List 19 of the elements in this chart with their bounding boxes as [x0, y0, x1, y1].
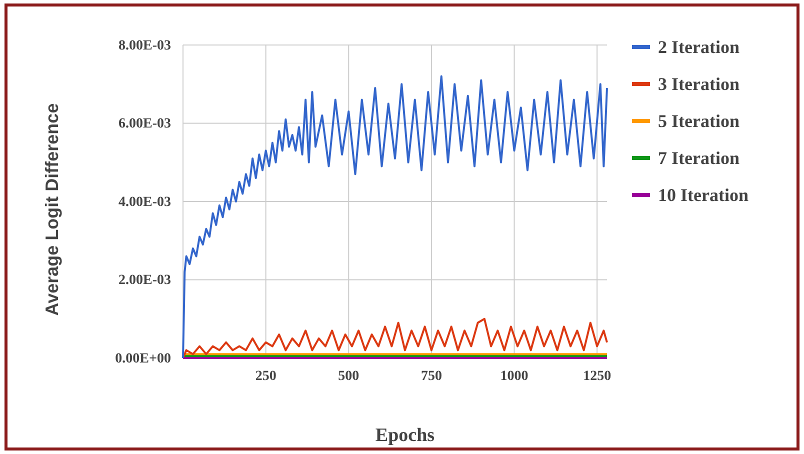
line-series [182, 75, 608, 359]
x-tick-label: 1250 [583, 368, 612, 384]
y-tick-label: 4.00E-03 [118, 194, 171, 210]
y-tick-label: 6.00E-03 [118, 116, 171, 132]
legend-label: 2 Iteration [658, 37, 740, 57]
x-tick-label: 500 [338, 368, 360, 384]
y-axis-title: Average Logit Difference [42, 103, 62, 316]
x-tick-label: 750 [420, 368, 442, 384]
legend-label: 5 Iteration [658, 111, 740, 131]
y-tick-label: 2.00E-03 [118, 273, 171, 288]
x-tick-label: 1000 [500, 368, 528, 384]
y-tick-label: 8.00E-03 [118, 38, 171, 54]
x-tick-label: 250 [255, 368, 276, 384]
legend-label: 10 Iteration [658, 185, 748, 205]
line-series [182, 318, 608, 359]
legend-label: 7 Iteration [658, 148, 740, 168]
y-tick-label: 0.00E+00 [115, 351, 171, 366]
x-axis-title: Epochs [375, 425, 435, 446]
legend-label: 3 Iteration [658, 74, 740, 94]
